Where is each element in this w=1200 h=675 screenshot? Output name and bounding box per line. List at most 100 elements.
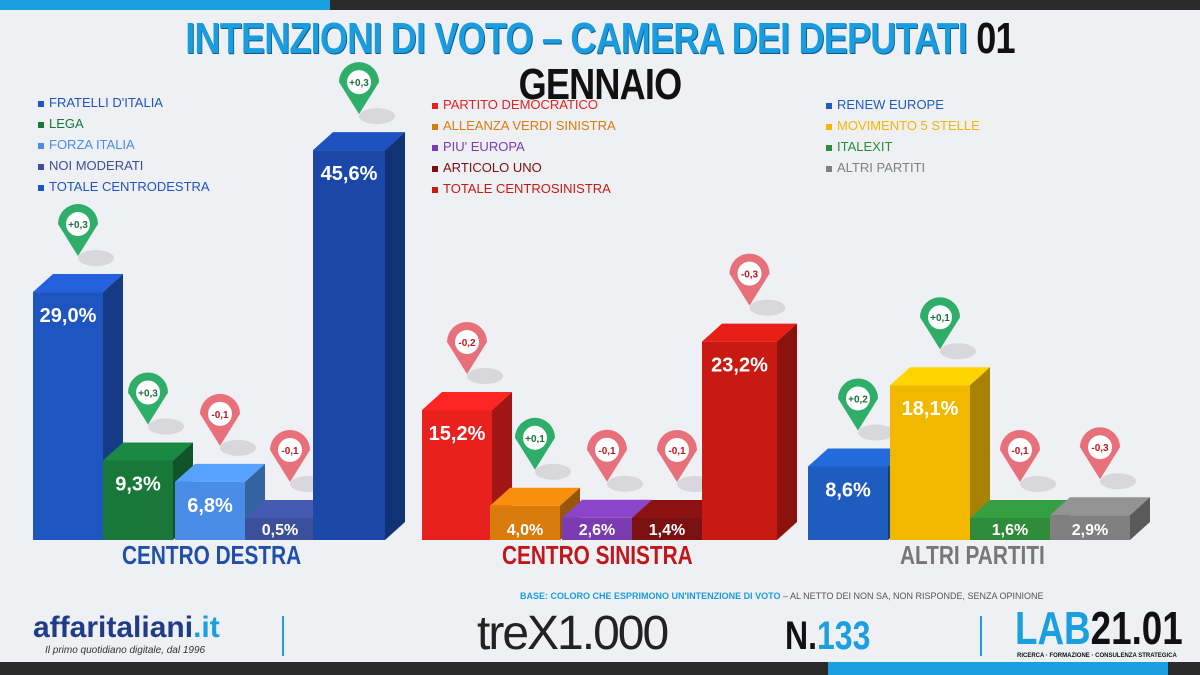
poll-number: N.133 xyxy=(785,614,871,658)
bar-top xyxy=(890,367,990,386)
bar-side xyxy=(385,132,405,540)
group-label: CENTRO DESTRA xyxy=(122,540,302,570)
bar-top xyxy=(490,487,580,506)
bar-top xyxy=(702,323,797,342)
legend-item: FORZA ITALIA xyxy=(38,134,210,155)
change-label: +0,3 xyxy=(68,220,88,231)
chart-title: INTENZIONI DI VOTO – CAMERA DEI DEPUTATI… xyxy=(185,14,1015,109)
decrease-pin-icon: -0,1 xyxy=(1000,430,1056,492)
bar-front xyxy=(1050,515,1130,540)
legend-swatch xyxy=(432,144,438,151)
increase-pin-icon: +0,3 xyxy=(58,204,114,267)
bar-front xyxy=(490,505,560,540)
legend-label: RENEW EUROPE xyxy=(837,97,944,112)
legend-swatch xyxy=(432,123,438,130)
legend-swatch xyxy=(826,165,832,172)
data-label: 1,4% xyxy=(649,522,685,539)
increase-pin-icon: +0,1 xyxy=(515,417,571,480)
legend-item: RENEW EUROPE xyxy=(826,94,980,115)
legend-item: MOVIMENTO 5 STELLE xyxy=(826,115,980,136)
bar-side xyxy=(970,367,990,540)
legend-swatch xyxy=(38,163,44,170)
change-label: -0,1 xyxy=(1011,446,1029,457)
bar-front xyxy=(632,518,702,540)
bar-top xyxy=(970,500,1070,518)
decrease-pin-icon: -0,2 xyxy=(447,322,503,385)
change-label: +0,3 xyxy=(349,78,369,89)
bar: 8,6% +0,2 xyxy=(808,378,908,540)
bar-front xyxy=(702,341,777,540)
bar-front xyxy=(313,150,385,540)
legend-label: PARTITO DEMOCRATICO xyxy=(443,97,599,112)
bar-top xyxy=(422,392,512,411)
bar-side xyxy=(1130,497,1150,540)
legend-swatch xyxy=(38,100,44,107)
change-label: +0,3 xyxy=(138,388,158,399)
legend-label: TOTALE CENTRODESTRA xyxy=(49,179,210,194)
group-label: CENTRO SINISTRA xyxy=(502,540,693,570)
data-label: 1,6% xyxy=(992,522,1028,539)
increase-pin-icon: +0,2 xyxy=(838,378,894,441)
trex-logo: treX1.000 xyxy=(477,607,669,660)
decrease-pin-icon: -0,3 xyxy=(729,253,786,316)
legend-swatch xyxy=(432,165,438,172)
lab2101-logo: LAB21.01 xyxy=(1015,602,1183,654)
decrease-pin-icon: -0,1 xyxy=(587,429,643,492)
bar-top xyxy=(33,274,123,293)
bottom-bar xyxy=(0,662,1200,675)
legend-label: FORZA ITALIA xyxy=(49,137,135,152)
increase-pin-icon: +0,3 xyxy=(339,62,395,125)
bar: 18,1% +0,1 xyxy=(890,297,990,540)
bar-side xyxy=(777,323,797,540)
data-label: 0,5% xyxy=(262,522,298,539)
data-label: 6,8% xyxy=(187,495,233,517)
bar-front xyxy=(562,517,632,540)
data-label: 23,2% xyxy=(711,355,768,377)
legend-swatch xyxy=(826,102,832,109)
legend-swatch xyxy=(432,102,438,109)
bar-top xyxy=(245,500,335,518)
legend-item: ARTICOLO UNO xyxy=(432,157,616,178)
bar: 45,6% +0,3 xyxy=(313,62,405,540)
divider xyxy=(282,616,284,656)
bar-front xyxy=(175,481,245,540)
legend-item: PARTITO DEMOCRATICO xyxy=(432,94,616,115)
legend-label: LEGA xyxy=(49,116,84,131)
legend-swatch xyxy=(826,144,832,151)
legend-label: ALTRI PARTITI xyxy=(837,160,926,175)
legend-item: FRATELLI D'ITALIA xyxy=(38,92,210,113)
bar-chart: 29,0% +0,3 9,3% +0,3 6,8% -0,1 0,5% -0,1 45,6% +0… xyxy=(33,62,1150,540)
change-label: -0,3 xyxy=(1091,443,1109,454)
change-label: -0,1 xyxy=(598,446,616,457)
bar-front xyxy=(33,292,103,540)
legend-label: MOVIMENTO 5 STELLE xyxy=(837,118,980,133)
legend-label: ALLEANZA VERDI SINISTRA xyxy=(443,118,616,133)
data-label: 18,1% xyxy=(902,398,959,420)
legend-swatch xyxy=(38,142,44,149)
bar-top xyxy=(175,463,265,482)
legend-swatch xyxy=(826,123,832,130)
divider xyxy=(980,616,982,656)
logo-tagline: Il primo quotidiano digitale, dal 1996 xyxy=(45,645,206,656)
decrease-pin-icon: -0,1 xyxy=(200,393,256,456)
bar-front xyxy=(808,466,888,540)
legend-swatch xyxy=(38,121,44,128)
legend-item: LEGA xyxy=(38,113,210,134)
bar: 2,9% -0,3 xyxy=(1050,427,1150,540)
bar-top xyxy=(313,132,405,151)
change-label: +0,2 xyxy=(848,394,868,405)
legend-swatch xyxy=(432,186,438,193)
top-bar xyxy=(0,0,1200,10)
legend-item: TOTALE CENTROSINISTRA xyxy=(432,178,616,199)
bar-front xyxy=(890,385,970,540)
legend-swatch xyxy=(38,184,44,191)
legend: FRATELLI D'ITALIA LEGA FORZA ITALIA NOI MOD… xyxy=(38,92,210,197)
bar: 2,6% -0,1 xyxy=(562,429,652,540)
bar-top xyxy=(562,499,652,518)
lab-tagline: RICERCA · FORMAZIONE · CONSULENZA STRATE… xyxy=(1017,653,1177,659)
affaritaliani-logo: affaritaliani.it xyxy=(33,611,220,644)
data-label: 45,6% xyxy=(321,163,378,185)
change-label: -0,1 xyxy=(211,410,229,421)
change-label: +0,1 xyxy=(525,434,545,445)
legend-label: NOI MODERATI xyxy=(49,158,144,173)
